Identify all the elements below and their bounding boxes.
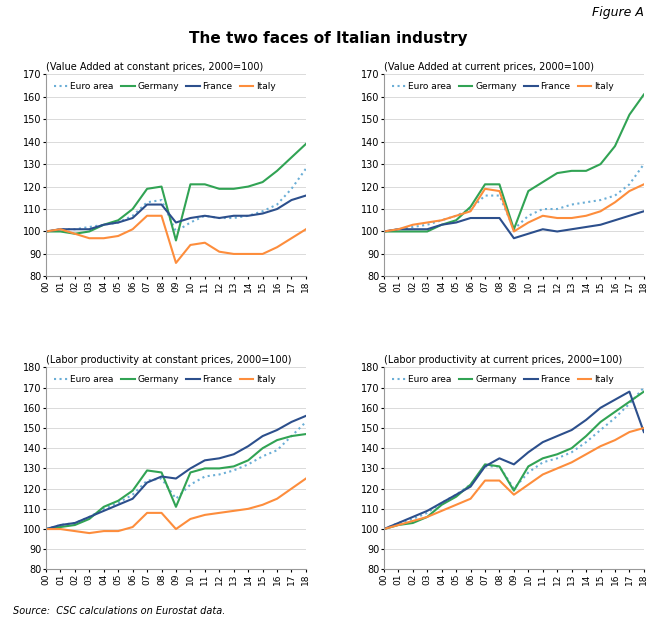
Text: Figure A: Figure A [592,6,644,19]
Text: The two faces of Italian industry: The two faces of Italian industry [189,31,468,46]
Legend: Euro area, Germany, France, Italy: Euro area, Germany, France, Italy [51,372,279,388]
Text: (Value Added at current prices, 2000=100): (Value Added at current prices, 2000=100… [384,62,594,72]
Text: (Labor productivity at current prices, 2000=100): (Labor productivity at current prices, 2… [384,355,622,365]
Text: (Labor productivity at constant prices, 2000=100): (Labor productivity at constant prices, … [46,355,292,365]
Text: Source:  CSC calculations on Eurostat data.: Source: CSC calculations on Eurostat dat… [13,606,225,616]
Text: (Value Added at constant prices, 2000=100): (Value Added at constant prices, 2000=10… [46,62,263,72]
Legend: Euro area, Germany, France, Italy: Euro area, Germany, France, Italy [388,79,617,95]
Legend: Euro area, Germany, France, Italy: Euro area, Germany, France, Italy [388,372,617,388]
Legend: Euro area, Germany, France, Italy: Euro area, Germany, France, Italy [51,79,279,95]
